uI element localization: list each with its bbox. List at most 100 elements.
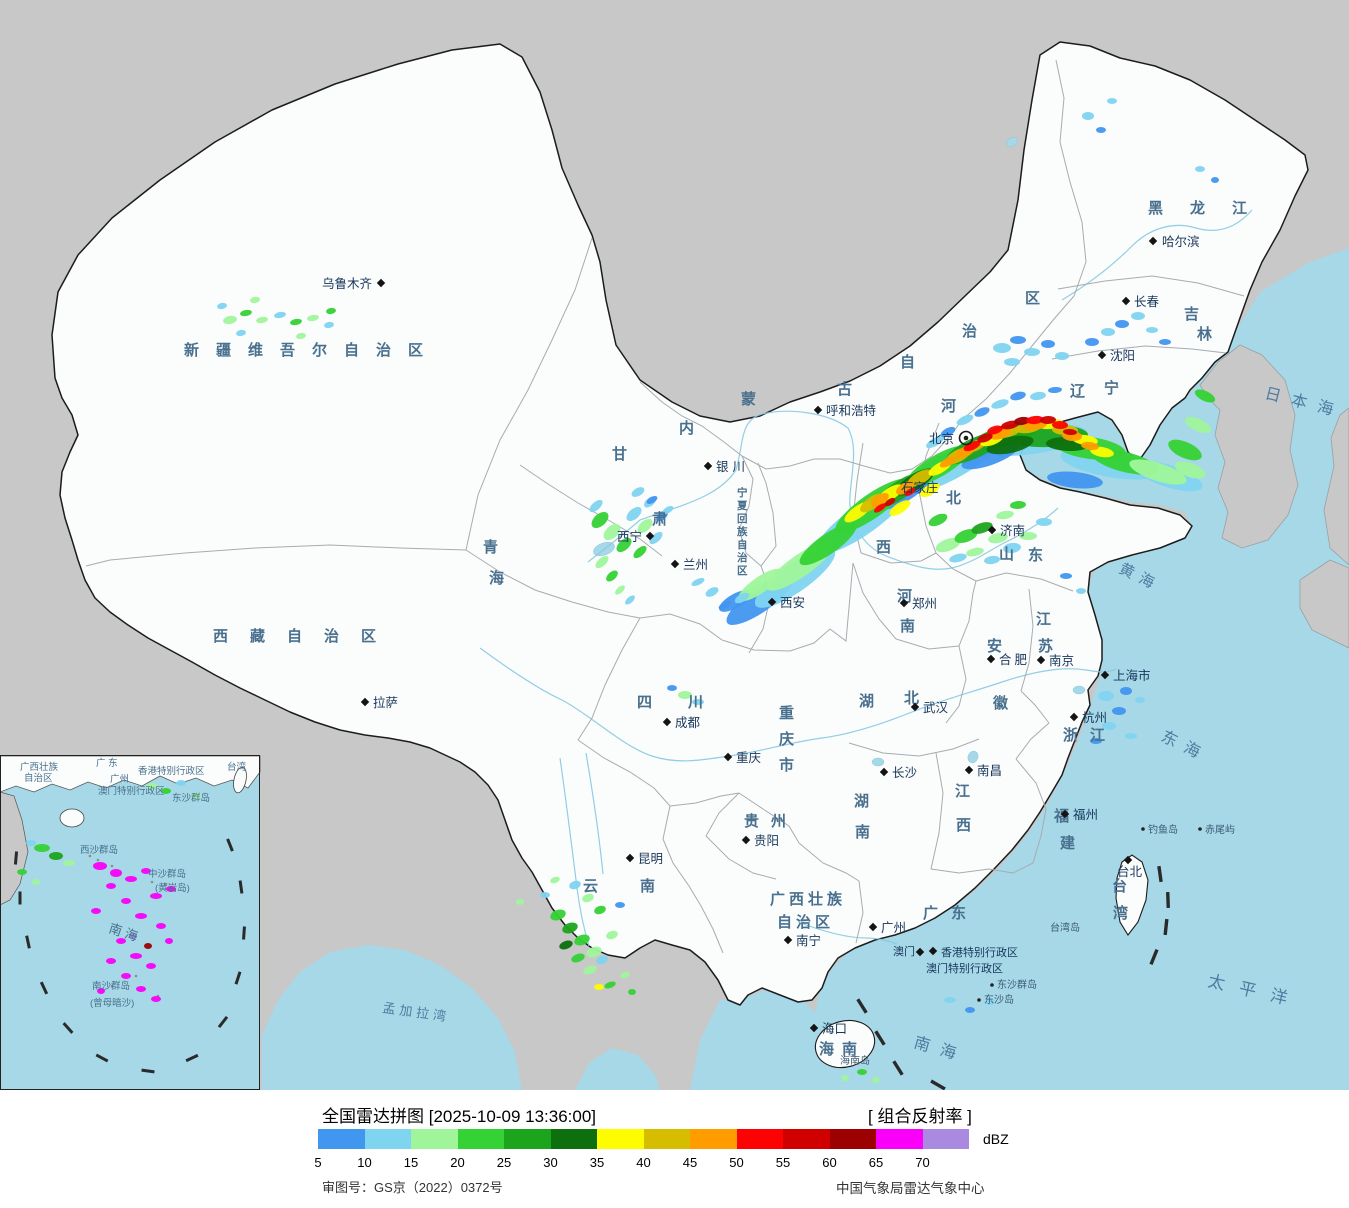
radar-echo [91, 908, 101, 914]
radar-echo [550, 909, 566, 921]
city-marker-icon [1121, 296, 1131, 306]
radar-echo [591, 511, 609, 529]
radar-echo [662, 506, 674, 514]
province-boundaries [85, 59, 1245, 954]
radar-echo [595, 555, 609, 569]
province-label: 南 [855, 823, 870, 841]
city-marker-icon [879, 767, 889, 777]
radar-echo [873, 503, 887, 513]
colorbar-tick: 30 [543, 1155, 558, 1170]
radar-echo [150, 893, 162, 899]
city-label: 乌鲁木齐 [322, 276, 373, 291]
boundary-dash [856, 998, 868, 1014]
city-label: 济南 [1000, 523, 1025, 538]
city-label: 广州 [881, 921, 906, 935]
island-label: 赤尾屿 [1205, 824, 1235, 836]
radar-echo [985, 999, 995, 1005]
radar-echo [110, 869, 122, 877]
radar-echo [628, 989, 636, 995]
radar-echo [616, 537, 632, 553]
city-marker-icon [767, 597, 777, 607]
inset-label: 广州 [110, 773, 129, 785]
radar-echo [1019, 532, 1037, 540]
province-label: 市 [779, 756, 794, 774]
boundary-dash [1149, 948, 1159, 966]
radar-echo [626, 506, 642, 522]
radar-echo [606, 570, 618, 582]
approval-number: 审图号：GS京（2022）0372号 [322, 1180, 503, 1195]
city-marker-icon [868, 922, 878, 932]
radar-echo [106, 958, 116, 964]
radar-echo [718, 600, 732, 610]
radar-echo [1146, 327, 1158, 333]
china-radar-map: 黑龙江新疆维吾尔自治区西藏自治区内蒙古自治区青海甘肃宁夏回族自治区西山东河北河南… [0, 0, 1349, 1090]
radar-echo [984, 555, 1000, 565]
taiwan-island [1115, 854, 1149, 936]
radar-echo [667, 685, 677, 691]
province-label: 苏 [1038, 637, 1053, 655]
colorbar-swatch [643, 1129, 690, 1149]
radar-echo [691, 577, 705, 587]
province-label: 川 [687, 694, 703, 711]
province-label: 广西壮族 [770, 890, 846, 908]
colorbar-tick: 35 [589, 1155, 605, 1170]
city-label: 上海市 [1113, 668, 1151, 683]
colorbar-tick: 40 [636, 1155, 651, 1170]
colorbar-swatch [504, 1129, 551, 1149]
lancang-river [559, 757, 590, 947]
city-marker-icon [928, 946, 938, 956]
radar-echo [240, 309, 252, 317]
city-marker-icon [360, 697, 370, 707]
radar-echo [1174, 461, 1206, 479]
radar-echo [1090, 738, 1102, 744]
radar-echo [1101, 328, 1115, 336]
radar-echo [625, 595, 635, 605]
province-label: 海 [489, 569, 504, 587]
boundary-dash [874, 1030, 886, 1046]
colorbar [318, 1129, 969, 1149]
radar-echo [1024, 348, 1040, 356]
boundary-dash [1163, 918, 1169, 936]
province-label: 自 [737, 538, 748, 551]
boundary-dash [141, 1068, 155, 1074]
boundary-dash [13, 851, 19, 865]
nu-river [585, 752, 604, 875]
city-marker-icon [662, 717, 672, 727]
radar-echo [966, 547, 984, 557]
radar-echo [250, 296, 260, 304]
city-label: 贵阳 [754, 834, 779, 848]
city-marker-icon [741, 835, 751, 845]
boundary-dash-layer [856, 865, 1170, 1090]
radar-echo [954, 529, 978, 543]
inset-label: (曾母暗沙) [90, 997, 134, 1009]
radar-echo [956, 414, 974, 426]
radar-echo [935, 537, 961, 553]
radar-echo [135, 913, 147, 919]
province-label: 南 [900, 617, 915, 635]
city-marker-icon [899, 598, 909, 608]
radar-echo [620, 971, 630, 979]
inset-hainan [59, 808, 85, 828]
radar-echo [34, 844, 50, 852]
city-label: 香港特别行政区 [941, 945, 1018, 959]
province-label: 四 [637, 694, 652, 711]
city-label: 杭州 [1082, 710, 1107, 725]
province-label: 江 [1090, 726, 1105, 744]
city-label: 重庆 [736, 750, 762, 765]
radar-echo [1004, 358, 1020, 366]
colorbar-swatch [550, 1129, 597, 1149]
province-label: 北 [904, 690, 919, 707]
radar-echo [633, 545, 647, 559]
upper-yellow-river [587, 519, 641, 563]
province-label: 湖 [854, 793, 869, 810]
radar-echo [977, 433, 993, 443]
radar-echo [1195, 166, 1205, 172]
radar-echo [256, 316, 268, 324]
province-label: 州 [770, 813, 786, 830]
radar-echo [1014, 416, 1030, 426]
city-marker-icon [987, 525, 997, 535]
radar-echo [604, 981, 616, 989]
radar-echo [594, 984, 604, 990]
radar-echo [121, 973, 131, 979]
colorbar-swatch [457, 1129, 504, 1149]
